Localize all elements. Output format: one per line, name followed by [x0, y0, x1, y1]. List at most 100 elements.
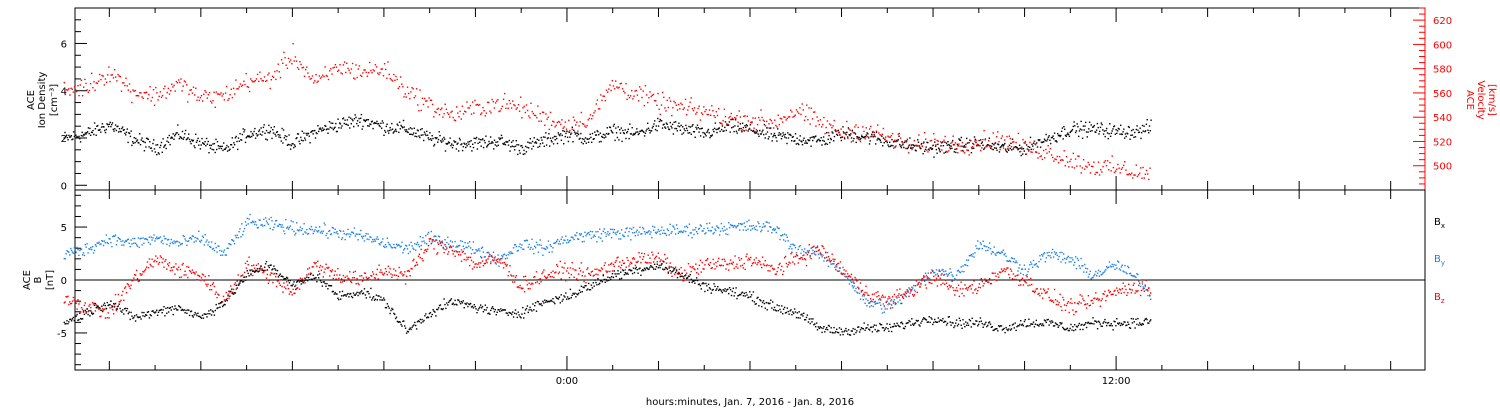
by-point: [986, 246, 988, 248]
density-point: [87, 127, 90, 129]
density-point: [601, 135, 603, 138]
density-point: [92, 129, 94, 132]
velocity-point: [989, 146, 991, 148]
bx-point: [109, 303, 111, 306]
bz-point: [981, 280, 983, 283]
density-point: [419, 128, 422, 131]
velocity-point: [1108, 169, 1110, 171]
velocity-point: [647, 101, 649, 104]
density-point: [337, 118, 339, 120]
velocity-point: [358, 65, 361, 67]
bz-point: [613, 265, 615, 268]
by-point: [730, 225, 733, 227]
density-point: [253, 130, 255, 133]
by-point: [1099, 270, 1101, 273]
density-tick-label: 4: [61, 87, 67, 98]
bz-point: [167, 263, 169, 265]
density-point: [1064, 134, 1067, 137]
density-point: [744, 125, 746, 127]
velocity-point: [642, 90, 644, 92]
density-point: [472, 143, 474, 145]
by-point: [300, 229, 302, 232]
density-point: [880, 141, 882, 143]
bz-point: [859, 282, 862, 284]
by-point: [198, 230, 200, 232]
density-point: [462, 146, 465, 148]
by-point: [438, 236, 441, 238]
by-point: [508, 251, 510, 253]
bz-point: [1104, 290, 1106, 293]
bx-point: [106, 301, 108, 304]
density-point: [93, 133, 95, 136]
density-point: [306, 134, 308, 136]
by-point: [707, 229, 710, 232]
velocity-point: [99, 73, 101, 76]
density-point: [561, 134, 563, 137]
by-point: [762, 223, 765, 225]
density-point: [726, 124, 728, 126]
bz-point: [621, 259, 624, 262]
bz-point: [590, 271, 593, 273]
velocity-point: [171, 83, 173, 85]
by-point: [703, 227, 705, 230]
velocity-point: [1120, 168, 1123, 170]
bz-point: [1150, 292, 1152, 294]
velocity-point: [305, 68, 307, 71]
by-point: [723, 225, 725, 228]
by-point: [774, 228, 777, 230]
bz-point: [744, 268, 746, 271]
bx-point: [120, 310, 122, 312]
by-point: [351, 231, 354, 233]
velocity-point: [616, 86, 618, 88]
velocity-point: [862, 126, 864, 128]
bz-point: [1024, 281, 1026, 283]
bz-point: [227, 293, 229, 295]
by-point: [91, 246, 94, 248]
bz-point: [998, 271, 1001, 273]
by-point: [1106, 266, 1108, 268]
density-point: [801, 144, 804, 146]
by-point: [77, 249, 79, 251]
by-point: [915, 280, 918, 282]
density-point: [400, 124, 402, 127]
bz-point: [166, 268, 168, 270]
density-point: [723, 130, 725, 132]
by-point: [763, 225, 766, 228]
by-point: [904, 295, 907, 297]
bz-point: [103, 308, 106, 310]
bz-point: [329, 270, 332, 272]
bx-point: [201, 314, 204, 316]
velocity-point: [478, 104, 481, 106]
velocity-point: [664, 107, 666, 109]
density-point: [912, 144, 914, 146]
by-point: [748, 219, 750, 221]
density-point: [407, 131, 409, 134]
density-point: [909, 137, 911, 139]
by-point: [691, 237, 693, 239]
by-point: [165, 238, 167, 240]
velocity-point: [1030, 151, 1032, 153]
bz-point: [106, 317, 108, 319]
by-point: [396, 245, 399, 247]
density-point: [898, 135, 900, 137]
density-point: [599, 132, 601, 134]
density-point: [597, 130, 599, 133]
velocity-point: [1147, 173, 1149, 175]
velocity-point: [157, 99, 159, 101]
bz-point: [1046, 291, 1048, 293]
by-point: [742, 229, 745, 231]
bz-point: [627, 259, 629, 262]
bz-point: [971, 284, 973, 286]
by-point: [213, 249, 216, 252]
density-point: [454, 141, 456, 143]
density-point: [448, 142, 451, 144]
bz-point: [922, 278, 924, 280]
by-point: [1131, 275, 1134, 277]
bz-point: [416, 264, 419, 266]
bz-point: [491, 259, 494, 261]
by-point: [147, 241, 150, 244]
density-point: [255, 133, 258, 135]
bz-point: [453, 250, 455, 253]
by-point: [365, 232, 367, 235]
bz-point: [741, 264, 744, 266]
